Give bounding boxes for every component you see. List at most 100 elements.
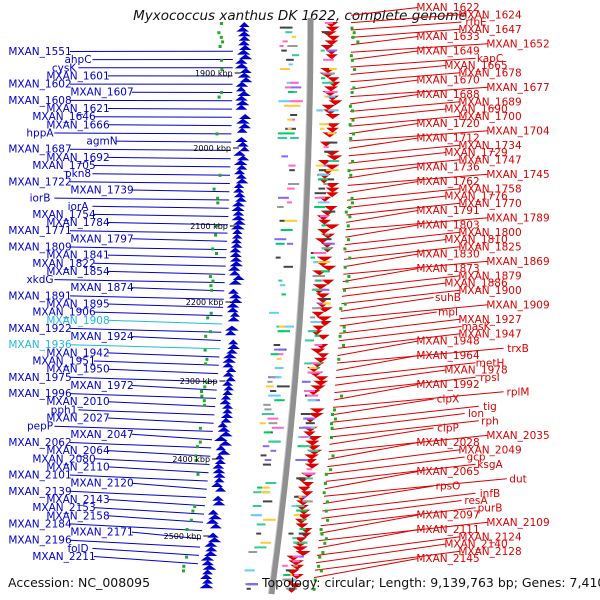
reverse-gene-arrow bbox=[231, 201, 245, 207]
connector-line bbox=[326, 456, 465, 475]
gene-label-mxan-1649: MXAN_1649 bbox=[416, 46, 479, 58]
forward-gene-arrow bbox=[325, 54, 338, 60]
green-marker bbox=[220, 58, 224, 62]
feature-block bbox=[325, 22, 333, 24]
green-marker bbox=[203, 385, 207, 389]
feature-block bbox=[256, 523, 266, 526]
connector-line bbox=[107, 401, 216, 408]
gene-label-mxan-1734: MXAN_1734 bbox=[458, 140, 522, 152]
reverse-gene-arrow bbox=[233, 183, 245, 188]
reverse-gene-arrow bbox=[202, 564, 217, 570]
feature-block bbox=[291, 100, 303, 103]
connector-line bbox=[92, 547, 199, 556]
connector-line bbox=[324, 471, 419, 490]
feature-block bbox=[276, 385, 290, 388]
reverse-gene-arrow bbox=[236, 127, 248, 133]
feature-block bbox=[294, 574, 299, 576]
feature-block bbox=[246, 587, 251, 590]
reverse-gene-arrow bbox=[201, 560, 215, 566]
feature-block bbox=[319, 123, 329, 126]
reverse-gene-arrow bbox=[218, 440, 233, 446]
feature-block bbox=[300, 413, 311, 415]
feature-block bbox=[298, 532, 308, 535]
forward-gene-arrow bbox=[310, 348, 326, 354]
reverse-gene-arrow bbox=[230, 238, 242, 244]
kbp-label: 2300 kbp bbox=[180, 377, 218, 386]
forward-gene-arrow bbox=[312, 284, 329, 290]
reverse-gene-arrow bbox=[238, 114, 252, 119]
feature-block bbox=[264, 408, 272, 411]
reverse-gene-arrow bbox=[222, 362, 234, 368]
reverse-gene-arrow bbox=[214, 436, 228, 441]
reverse-gene-arrow bbox=[225, 325, 239, 331]
green-marker bbox=[195, 445, 199, 449]
feature-block bbox=[326, 49, 337, 52]
feature-block bbox=[288, 532, 294, 535]
gene-label-mxan-1874: MXAN_1874 bbox=[70, 282, 134, 294]
feature-block bbox=[288, 587, 296, 590]
feature-block bbox=[304, 339, 314, 342]
gene-label-mxan-1909: MXAN_1909 bbox=[486, 299, 549, 311]
connector-line bbox=[333, 384, 419, 401]
reverse-gene-arrow bbox=[217, 426, 231, 432]
connector-line bbox=[341, 289, 461, 305]
feature-block bbox=[292, 104, 301, 107]
green-marker bbox=[206, 316, 210, 320]
connector-line bbox=[69, 376, 218, 383]
green-marker bbox=[343, 302, 347, 306]
reverse-gene-arrow bbox=[229, 252, 242, 257]
reverse-gene-arrow bbox=[232, 275, 245, 280]
kbp-label: 2200 kbp bbox=[186, 298, 224, 307]
reverse-gene-arrow bbox=[231, 233, 243, 239]
connector-line bbox=[345, 224, 419, 238]
feature-block bbox=[320, 270, 330, 273]
forward-gene-arrow bbox=[288, 560, 304, 566]
feature-block bbox=[270, 376, 275, 379]
feature-block bbox=[274, 367, 284, 369]
reverse-gene-arrow bbox=[229, 298, 243, 303]
reverse-gene-arrow bbox=[207, 509, 219, 515]
connector-line bbox=[332, 398, 434, 416]
gene-label-mxan-1791: MXAN_1791 bbox=[416, 205, 479, 217]
connector-line bbox=[346, 202, 461, 216]
reverse-gene-arrow bbox=[239, 77, 253, 83]
feature-block bbox=[307, 330, 317, 333]
reverse-gene-arrow bbox=[204, 551, 218, 556]
forward-gene-arrow bbox=[304, 454, 319, 460]
reverse-gene-arrow bbox=[228, 279, 242, 285]
reverse-gene-arrow bbox=[204, 541, 218, 547]
feature-block bbox=[274, 238, 287, 241]
reverse-gene-arrow bbox=[236, 26, 250, 32]
feature-block bbox=[308, 449, 319, 452]
forward-gene-arrow bbox=[304, 463, 320, 469]
green-marker bbox=[343, 247, 347, 251]
green-marker bbox=[219, 22, 223, 25]
feature-block bbox=[299, 528, 306, 530]
feature-block bbox=[275, 256, 281, 259]
feature-block bbox=[291, 54, 300, 57]
reverse-gene-arrow bbox=[236, 155, 250, 161]
feature-block bbox=[326, 210, 332, 213]
feature-block bbox=[307, 399, 317, 402]
gene-label-mxan-1621: MXAN_1621 bbox=[46, 103, 109, 115]
connector-line bbox=[339, 318, 461, 334]
reverse-gene-arrow bbox=[235, 137, 248, 142]
feature-block bbox=[306, 468, 312, 471]
feature-block bbox=[268, 394, 281, 397]
gene-label-mxan-2143: MXAN_2143 bbox=[46, 494, 109, 506]
reverse-gene-arrow bbox=[220, 417, 232, 423]
feature-block bbox=[283, 265, 293, 268]
forward-gene-arrow bbox=[295, 551, 311, 556]
feature-block bbox=[317, 261, 330, 264]
feature-block bbox=[301, 518, 306, 521]
reverse-gene-arrow bbox=[214, 486, 227, 492]
feature-block bbox=[314, 206, 326, 208]
gene-label-mxan-2064: MXAN_2064 bbox=[46, 445, 110, 457]
green-marker bbox=[203, 348, 207, 352]
gene-label-mxan-1652: MXAN_1652 bbox=[486, 38, 549, 50]
connector-line bbox=[93, 213, 229, 217]
reverse-gene-arrow bbox=[238, 45, 252, 50]
green-marker bbox=[185, 528, 189, 531]
feature-block bbox=[281, 155, 288, 158]
